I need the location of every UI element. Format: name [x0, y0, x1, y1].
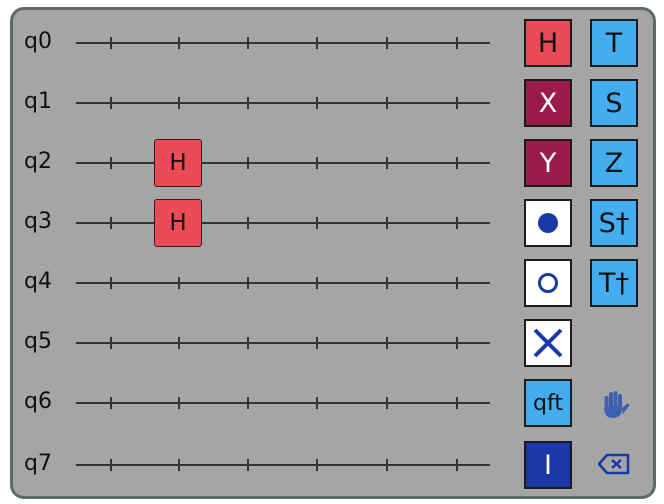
wire-tick — [178, 277, 180, 289]
wire-tick — [456, 397, 458, 409]
wire-tick — [110, 337, 112, 349]
palette-s-gate[interactable]: S — [590, 79, 638, 127]
palette-swap-gate[interactable] — [524, 319, 572, 367]
wire-tick — [247, 337, 249, 349]
wire-q3[interactable] — [76, 217, 490, 229]
palette-x-gate[interactable]: X — [524, 79, 572, 127]
wire-tick — [316, 277, 318, 289]
backspace-icon[interactable] — [594, 444, 634, 484]
filled-dot-icon — [538, 213, 558, 233]
wire-tick — [386, 397, 388, 409]
palette-y-gate[interactable]: Y — [524, 139, 572, 187]
qubit-label-q1: q1 — [24, 89, 52, 114]
qubit-label-q5: q5 — [24, 329, 52, 354]
wire-q6[interactable] — [76, 397, 490, 409]
wire-tick — [386, 157, 388, 169]
wire-tick — [386, 97, 388, 109]
wire-tick — [247, 459, 249, 471]
wire-tick — [110, 97, 112, 109]
wire-tick — [178, 397, 180, 409]
palette-identity-gate[interactable]: I — [524, 441, 572, 489]
wire-tick — [386, 459, 388, 471]
wire-tick — [110, 37, 112, 49]
wire-tick — [386, 337, 388, 349]
qubit-label-q4: q4 — [24, 269, 52, 294]
wire-tick — [456, 157, 458, 169]
wire-tick — [178, 97, 180, 109]
wire-tick — [110, 277, 112, 289]
wire-q7[interactable] — [76, 459, 490, 471]
wire-q2[interactable] — [76, 157, 490, 169]
wire-tick — [456, 459, 458, 471]
placed-gate-h-q2[interactable]: H — [154, 139, 202, 187]
wire-tick — [247, 97, 249, 109]
wire-q4[interactable] — [76, 277, 490, 289]
wire-q0[interactable] — [76, 37, 490, 49]
wire-q5[interactable] — [76, 337, 490, 349]
wire-tick — [316, 97, 318, 109]
palette-z-gate[interactable]: Z — [590, 139, 638, 187]
qubit-label-q7: q7 — [24, 451, 52, 476]
wire-tick — [456, 217, 458, 229]
palette-sdg-gate[interactable]: S† — [590, 199, 638, 247]
wire-tick — [316, 337, 318, 349]
wire-tick — [178, 37, 180, 49]
wire-tick — [178, 337, 180, 349]
swap-x-icon — [533, 328, 563, 358]
wire-tick — [386, 217, 388, 229]
wire-tick — [247, 217, 249, 229]
wire-tick — [386, 37, 388, 49]
hand-icon[interactable] — [594, 384, 634, 424]
wire-tick — [316, 217, 318, 229]
palette-h-gate[interactable]: H — [524, 19, 572, 67]
palette-t-gate[interactable]: T — [590, 19, 638, 67]
palette-tdg-gate[interactable]: T† — [590, 259, 638, 307]
wire-tick — [247, 157, 249, 169]
palette-control-gate[interactable] — [524, 199, 572, 247]
qubit-label-q2: q2 — [24, 149, 52, 174]
wire-tick — [456, 37, 458, 49]
wire-tick — [110, 217, 112, 229]
wire-tick — [110, 459, 112, 471]
wire-tick — [110, 157, 112, 169]
wire-tick — [110, 397, 112, 409]
qubit-label-q3: q3 — [24, 209, 52, 234]
wire-tick — [316, 397, 318, 409]
wire-tick — [316, 37, 318, 49]
wire-tick — [456, 337, 458, 349]
palette-anticontrol-gate[interactable] — [524, 259, 572, 307]
wire-tick — [316, 157, 318, 169]
placed-gate-h-q3[interactable]: H — [154, 199, 202, 247]
qubit-label-q6: q6 — [24, 389, 52, 414]
wire-tick — [456, 97, 458, 109]
wire-tick — [247, 397, 249, 409]
qubit-label-q0: q0 — [24, 29, 52, 54]
wire-tick — [247, 277, 249, 289]
wire-tick — [178, 459, 180, 471]
wire-tick — [316, 459, 318, 471]
wire-q1[interactable] — [76, 97, 490, 109]
hollow-dot-icon — [538, 273, 558, 293]
wire-tick — [456, 277, 458, 289]
wire-tick — [247, 37, 249, 49]
wire-tick — [386, 277, 388, 289]
palette-qft-gate[interactable]: qft — [524, 379, 572, 427]
